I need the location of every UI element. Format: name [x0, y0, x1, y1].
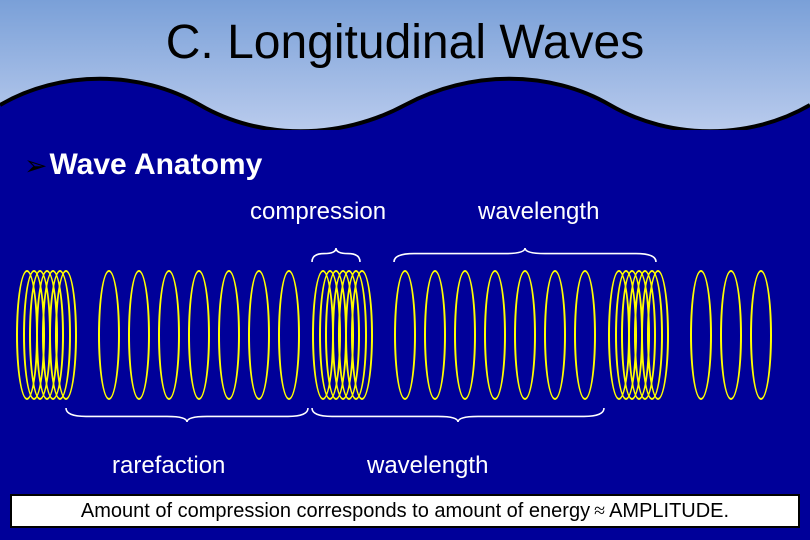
coil: [394, 270, 416, 400]
subtitle-row: ➢ Wave Anatomy: [24, 148, 262, 182]
coil: [158, 270, 180, 400]
label-rarefaction: rarefaction: [112, 452, 225, 480]
footer-text-suffix: AMPLITUDE.: [609, 500, 729, 523]
bracket-bottom: [66, 408, 308, 422]
slide: C. Longitudinal Waves ➢ Wave Anatomy com…: [0, 0, 810, 540]
approx-symbol: ≈: [590, 500, 609, 523]
coil: [750, 270, 772, 400]
coil: [574, 270, 596, 400]
footer-text-prefix: Amount of compression corresponds to amo…: [81, 500, 590, 523]
page-title: C. Longitudinal Waves: [0, 15, 810, 70]
coil: [647, 270, 669, 400]
coil: [278, 270, 300, 400]
coil: [128, 270, 150, 400]
label-wavelength-bottom: wavelength: [367, 452, 488, 480]
coil: [98, 270, 120, 400]
coil: [544, 270, 566, 400]
label-compression: compression: [250, 198, 386, 226]
subtitle: Wave Anatomy: [49, 148, 262, 182]
coil: [424, 270, 446, 400]
coil: [514, 270, 536, 400]
coil: [690, 270, 712, 400]
coil: [188, 270, 210, 400]
coil: [454, 270, 476, 400]
coil: [248, 270, 270, 400]
coil: [484, 270, 506, 400]
header: C. Longitudinal Waves: [0, 0, 810, 130]
label-wavelength-top: wavelength: [478, 198, 599, 226]
coil: [218, 270, 240, 400]
coil: [55, 270, 77, 400]
footer-note: Amount of compression corresponds to amo…: [10, 494, 800, 528]
body: ➢ Wave Anatomy compression wavelength ra…: [0, 130, 810, 540]
bracket-top: [394, 248, 656, 262]
longitudinal-wave-diagram: [16, 230, 794, 450]
coil: [351, 270, 373, 400]
bracket-bottom: [312, 408, 604, 422]
coil: [720, 270, 742, 400]
bullet-triangle-icon: ➢: [24, 149, 47, 182]
bracket-top: [312, 248, 360, 262]
